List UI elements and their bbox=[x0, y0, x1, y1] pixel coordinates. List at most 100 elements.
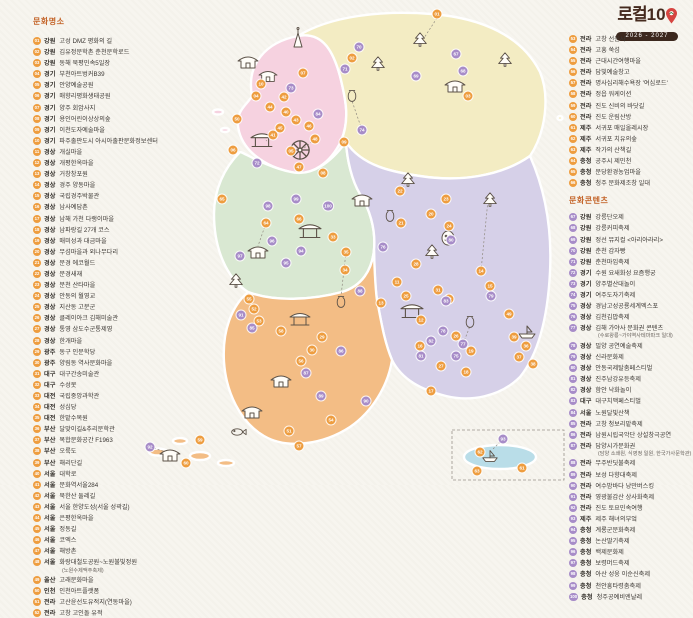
item-number-badge: 16 bbox=[33, 203, 41, 212]
places-list-left: 01 강원 고성 DMZ 평화의 길 02 강원 김유정문학촌 춘천문학로드 03 강원 동… bbox=[33, 35, 205, 618]
item-title: 용인어린이상상의숲 bbox=[59, 115, 111, 123]
list-item: 77 경상 김해 가야사 문화권 콘텐츠 (수로왕릉~가야역사테마파크 일대) bbox=[569, 322, 693, 340]
item-number-badge: 45 bbox=[33, 525, 41, 534]
list-item: 66 충청 청주 문화제조창 일대 bbox=[569, 177, 693, 188]
item-title: 개평한옥마을 bbox=[59, 160, 94, 168]
item-region: 충청 bbox=[580, 560, 592, 568]
map-marker-73: 73 bbox=[286, 83, 296, 93]
map-marker-08: 08 bbox=[318, 168, 328, 178]
map-marker-36: 36 bbox=[521, 341, 531, 351]
list-item: 14 경상 경주 양동마을 bbox=[33, 179, 205, 190]
item-region: 경상 bbox=[580, 342, 592, 350]
list-item: 23 경상 분천 산타마을 bbox=[33, 279, 205, 290]
map-marker-41: 41 bbox=[268, 130, 278, 140]
map-marker-50: 50 bbox=[232, 114, 242, 124]
list-item: 83 대구 대구치맥페스티벌 bbox=[569, 395, 693, 406]
item-region: 서울 bbox=[44, 537, 56, 545]
item-number-badge: 24 bbox=[33, 292, 41, 301]
list-item: 29 광주 동구 인문학당 bbox=[33, 346, 205, 357]
item-number-badge: 36 bbox=[33, 425, 41, 434]
list-item: 76 경상 김천김밥축제 bbox=[569, 311, 693, 322]
list-item: 42 서울 북한산 둘레길 bbox=[33, 490, 205, 501]
tree-icon bbox=[498, 52, 512, 67]
list-item: 70 강원 춘천 감자빵 bbox=[569, 245, 693, 256]
item-number-badge: 43 bbox=[33, 502, 41, 511]
list-item: 88 전라 무주반딧불축제 bbox=[569, 457, 693, 468]
item-number-badge: 02 bbox=[33, 48, 41, 57]
list-item: 64 충청 공주시 제민천 bbox=[569, 155, 693, 166]
list-item: 02 강원 김유정문학촌 춘천문학로드 bbox=[33, 46, 205, 57]
list-item: 24 경상 안동의 월영교 bbox=[33, 290, 205, 301]
item-region: 경상 bbox=[44, 282, 56, 290]
item-number-badge: 100 bbox=[569, 592, 579, 601]
list-item: 87 전라 담양시가문화권 (담양 소쇄원, 식영정 일원, 한국가사문학관) bbox=[569, 440, 693, 458]
item-number-badge: 98 bbox=[569, 570, 577, 579]
item-number-badge: 85 bbox=[569, 419, 577, 428]
boat-icon bbox=[518, 325, 536, 339]
list-item: 19 경상 매미성과 대금마을 bbox=[33, 235, 205, 246]
item-number-badge: 28 bbox=[33, 336, 41, 345]
item-region: 제주 bbox=[580, 515, 592, 523]
item-number-badge: 96 bbox=[569, 548, 577, 557]
item-region: 울산 bbox=[44, 577, 56, 585]
item-region: 전라 bbox=[580, 471, 592, 479]
item-region: 강원 bbox=[44, 49, 56, 57]
item-title: 복합문화공간 F1963 bbox=[59, 437, 113, 445]
list-item: 84 서울 노원달빛산책 bbox=[569, 407, 693, 418]
list-item: 98 충청 아산 성웅 이순신축제 bbox=[569, 568, 693, 579]
item-title: 동구 인문학당 bbox=[59, 348, 96, 356]
item-region: 전라 bbox=[580, 80, 592, 88]
item-region: 충청 bbox=[580, 538, 592, 546]
region-jeju bbox=[462, 443, 538, 471]
item-title: 분천 산타마을 bbox=[59, 282, 96, 290]
item-title: 문화역서울284 bbox=[59, 481, 99, 489]
item-number-badge: 89 bbox=[569, 470, 577, 479]
item-title: 함안 낙화놀이 bbox=[595, 387, 632, 395]
item-region: 강원 bbox=[44, 38, 56, 45]
item-region: 강원 bbox=[580, 247, 592, 255]
item-number-badge: 51 bbox=[33, 598, 41, 607]
item-region: 충청 bbox=[580, 180, 592, 188]
item-region: 경기 bbox=[44, 93, 56, 101]
item-number-badge: 19 bbox=[33, 236, 41, 245]
map-marker-67: 67 bbox=[451, 49, 461, 59]
list-item: 81 경상 진주남강유등축제 bbox=[569, 373, 693, 384]
list-item: 55 전라 근대시간여행마을 bbox=[569, 55, 693, 66]
item-number-badge: 87 bbox=[569, 441, 577, 450]
item-title: 백제문화제 bbox=[595, 549, 624, 557]
item-number-badge: 63 bbox=[569, 145, 577, 154]
item-number-badge: 40 bbox=[33, 469, 41, 478]
item-region: 경상 bbox=[580, 354, 592, 362]
item-title: 남해 가천 다랭이마을 bbox=[59, 215, 115, 223]
map-marker-82: 82 bbox=[426, 336, 436, 346]
item-region: 서울 bbox=[44, 470, 56, 478]
item-title: 문경 에코월드 bbox=[59, 259, 96, 267]
item-region: 전라 bbox=[580, 47, 592, 55]
map-marker-21: 21 bbox=[396, 218, 406, 228]
item-region: 광주 bbox=[44, 348, 56, 356]
list-item: 86 전라 남원시립국악단 상설창극공연 bbox=[569, 429, 693, 440]
list-item: 38 부산 오륙도 bbox=[33, 445, 205, 456]
map-marker-79: 79 bbox=[486, 291, 496, 301]
list-item: 57 전라 명사십리해수욕장 '여심로드' bbox=[569, 77, 693, 88]
map-marker-48: 48 bbox=[310, 134, 320, 144]
map-marker-01: 01 bbox=[432, 9, 442, 19]
item-number-badge: 33 bbox=[33, 392, 41, 400]
list-item: 04 경기 부천아트벙커B39 bbox=[33, 68, 205, 79]
item-number-badge: 93 bbox=[569, 514, 577, 523]
map-marker-95: 95 bbox=[281, 258, 291, 268]
item-region: 경상 bbox=[44, 326, 56, 334]
list-item: 39 부산 해리단길 bbox=[33, 457, 205, 468]
list-item: 62 제주 서귀포 치유의숲 bbox=[569, 133, 693, 144]
item-region: 인천 bbox=[44, 588, 56, 596]
list-item: 90 전라 여수밤바다 낭만버스킹 bbox=[569, 480, 693, 491]
item-title: 고창 청보리밭축제 bbox=[595, 420, 643, 428]
list-item: 15 경상 국립경주박물관 bbox=[33, 190, 205, 201]
item-title: 춘천마임축제 bbox=[595, 258, 630, 266]
list-item: 68 강원 강릉커피축제 bbox=[569, 222, 693, 233]
list-item: 53 전라 고창 선운사 bbox=[569, 33, 693, 44]
item-number-badge: 15 bbox=[33, 192, 41, 201]
item-region: 전라 bbox=[580, 493, 592, 501]
item-title: 매향리평화생태공원 bbox=[59, 93, 111, 101]
item-title: 문당환경농업마을 bbox=[595, 169, 641, 177]
